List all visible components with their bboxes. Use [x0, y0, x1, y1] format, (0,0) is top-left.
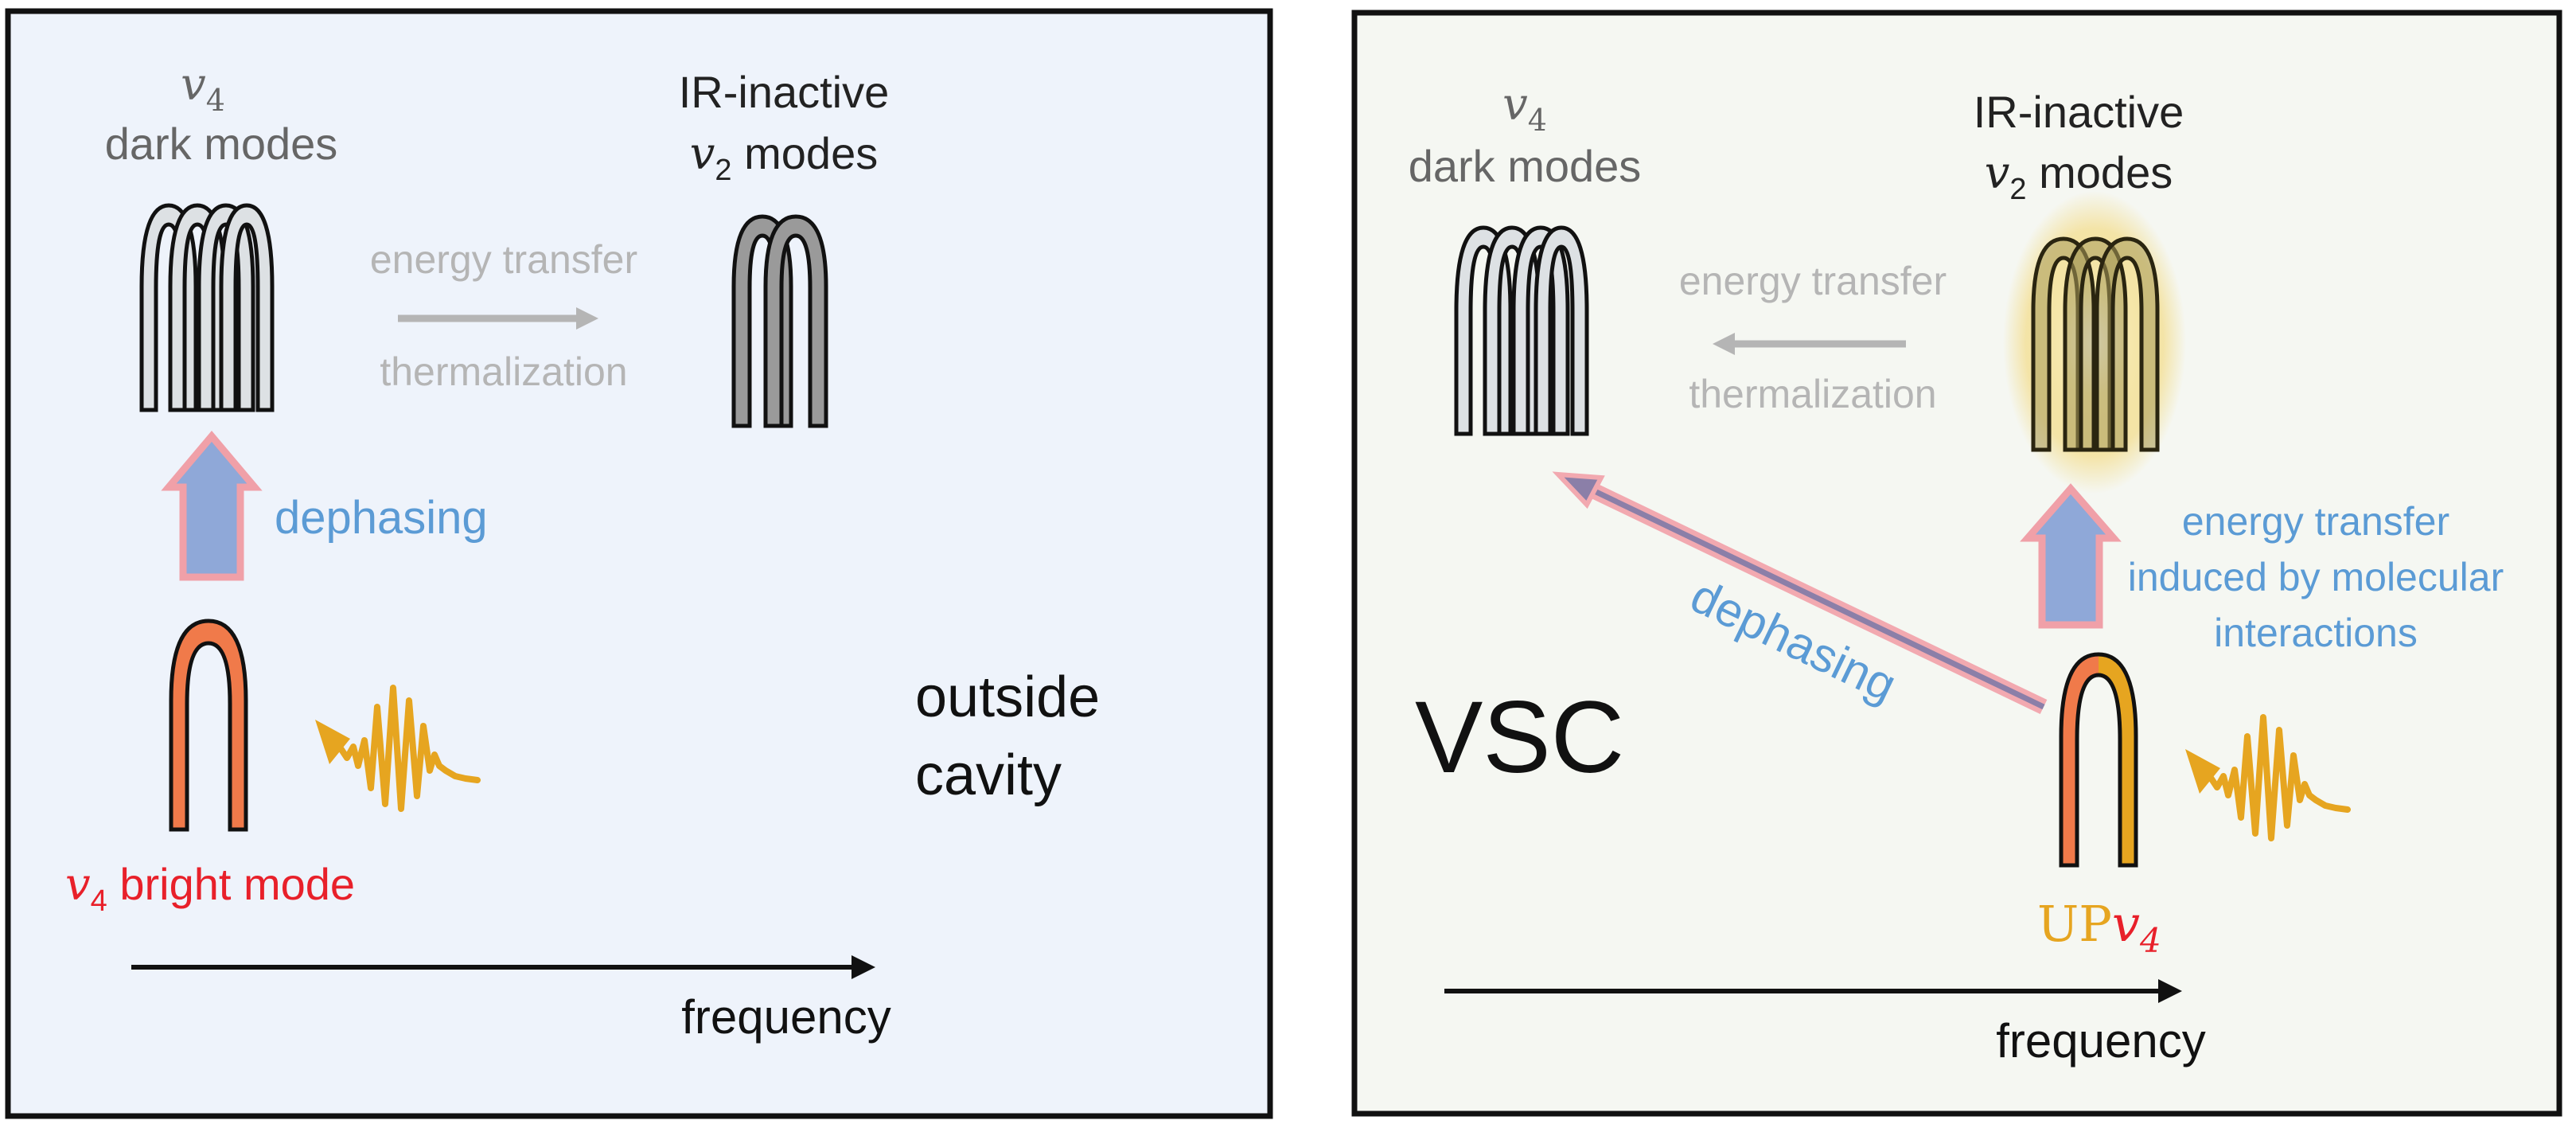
left-dark-mode-peaks — [139, 203, 275, 412]
right-dephasing-arrow — [1552, 471, 2048, 715]
right-up-peak — [2059, 652, 2138, 868]
right-ir-line2: v2 modes — [1985, 147, 2173, 206]
right-up-label: UPv4 — [2037, 895, 2161, 960]
left-ir-line2: v2 modes — [690, 128, 878, 187]
right-ir-line1: IR-inactive — [1974, 87, 2184, 137]
left-bright-mode-label: v4 bright mode — [65, 859, 355, 918]
right-panel: v4 dark modes IR-inactive v2 modes energ… — [1351, 10, 2562, 1117]
right-frequency-label: frequency — [1996, 1014, 2206, 1068]
right-panel-frame — [1351, 10, 2562, 1117]
right-induced-arrow — [2020, 483, 2122, 629]
left-bright-mode-peak — [169, 619, 248, 832]
left-dephasing-label: dephasing — [275, 492, 488, 544]
right-regime-label: VSC — [1415, 681, 1624, 794]
left-dark-symbol: v4 — [181, 59, 225, 118]
left-ir-line1: IR-inactive — [679, 67, 890, 117]
left-frequency-label: frequency — [681, 990, 891, 1044]
right-induced-line3: interactions — [2214, 611, 2418, 655]
right-thermalization-label: thermalization — [1689, 372, 1936, 416]
left-thermalization-label: thermalization — [380, 349, 627, 394]
left-context-line2: cavity — [915, 744, 1062, 807]
right-dark-symbol: v4 — [1502, 79, 1547, 138]
left-dark-label: dark modes — [105, 119, 338, 169]
right-dark-mode-peaks — [1454, 225, 1589, 436]
right-photon-icon — [2185, 714, 2351, 841]
left-transfer-arrowhead — [576, 307, 598, 330]
right-induced-line2: induced by molecular — [2128, 555, 2504, 599]
left-photon-icon — [315, 685, 481, 812]
right-induced-line1: energy transfer — [2182, 499, 2449, 544]
left-frequency-axis-head — [852, 955, 875, 979]
right-ir-inactive-peaks — [2031, 236, 2160, 452]
left-dephasing-arrow — [161, 431, 263, 581]
right-transfer-arrowhead — [1713, 333, 1735, 355]
left-energy-transfer-label: energy transfer — [370, 237, 637, 282]
left-panel: v4 dark modes IR-inactive v2 modes energ… — [5, 8, 1273, 1119]
right-dark-label: dark modes — [1409, 141, 1642, 191]
left-context-line1: outside — [915, 665, 1100, 729]
right-energy-transfer-label: energy transfer — [1679, 259, 1947, 303]
left-ir-inactive-peaks — [731, 214, 828, 428]
right-frequency-axis-head — [2158, 979, 2182, 1003]
